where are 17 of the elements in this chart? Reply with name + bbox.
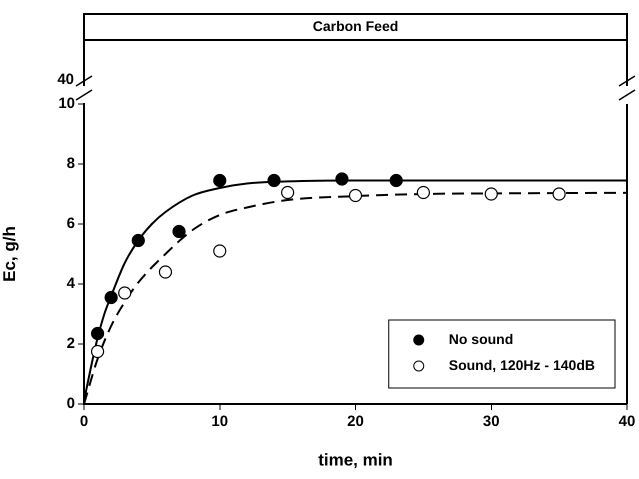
y-tick-label: 10 bbox=[58, 95, 75, 112]
y-axis-title: Ec, g/h bbox=[0, 226, 19, 282]
x-tick-label: 0 bbox=[80, 413, 88, 430]
text: Carbon Feed bbox=[312, 18, 398, 34]
x-axis-title: time, min bbox=[318, 450, 393, 470]
y-tick-label: 0 bbox=[66, 395, 75, 412]
x-tick-label: 40 bbox=[618, 413, 636, 430]
text: 40 bbox=[57, 71, 74, 88]
x-tick-label: 20 bbox=[347, 413, 364, 430]
y-tick-label: 8 bbox=[66, 155, 75, 172]
y-tick-label: 6 bbox=[66, 215, 75, 232]
y-tick-label: 2 bbox=[66, 335, 75, 352]
legend-label: No sound bbox=[448, 330, 514, 347]
y-tick-label: 4 bbox=[66, 275, 76, 292]
legend-label: Sound, 120Hz - 140dB bbox=[448, 356, 596, 373]
x-tick-label: 10 bbox=[211, 413, 228, 430]
x-tick-label: 30 bbox=[482, 413, 500, 430]
